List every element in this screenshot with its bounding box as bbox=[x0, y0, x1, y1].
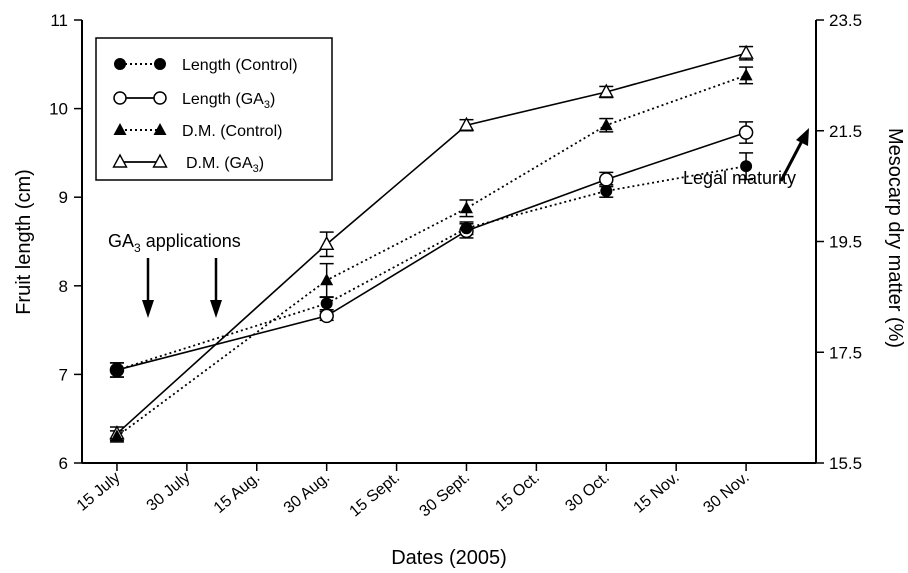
data-point-length-control bbox=[320, 297, 333, 310]
data-point-length-ga3 bbox=[319, 308, 334, 324]
legal-maturity-annotation: Legal maturity bbox=[683, 128, 809, 188]
data-point-d-m-control bbox=[320, 273, 334, 286]
left-y-tick-label: 6 bbox=[59, 454, 68, 473]
x-tick-label: 15 July bbox=[74, 469, 124, 515]
right-y-axis-title: Mesocarp dry matter (%) bbox=[884, 128, 906, 348]
x-tick-label: 15 Sept. bbox=[347, 469, 404, 520]
x-tick-label: 15 Aug. bbox=[211, 469, 264, 517]
x-tick-label: 15 Nov. bbox=[631, 469, 683, 517]
left-y-axis-title: Fruit length (cm) bbox=[13, 169, 35, 315]
legend-label-dm-ga3: D.M. (GA3) bbox=[186, 155, 264, 175]
x-tick-label: 30 Aug. bbox=[281, 469, 334, 517]
left-y-tick-label: 8 bbox=[59, 277, 68, 296]
x-tick-label: 30 Sept. bbox=[416, 469, 473, 520]
left-y-tick-label: 11 bbox=[50, 11, 68, 30]
x-tick-label: 15 Oct. bbox=[493, 469, 543, 515]
x-tick-label: 30 Nov. bbox=[700, 469, 752, 517]
series-layer bbox=[109, 44, 754, 443]
legend-entry-dm-ga3: D.M. (GA3) bbox=[112, 153, 264, 175]
ga3-applications-annotation: GA3 applications bbox=[108, 231, 241, 318]
data-point-d-m-ga3 bbox=[598, 83, 614, 98]
legend-entry-length-ga3: Length (GA3) bbox=[113, 91, 275, 111]
down-arrow-icon bbox=[142, 258, 154, 318]
right-y-tick-label: 15.5 bbox=[829, 454, 862, 473]
right-y-tick-label: 17.5 bbox=[829, 343, 862, 362]
data-point-d-m-control bbox=[739, 68, 753, 81]
right-y-tick-label: 19.5 bbox=[829, 233, 862, 252]
data-point-d-m-control bbox=[110, 429, 124, 442]
data-point-length-control bbox=[600, 184, 613, 197]
data-point-length-control bbox=[110, 363, 123, 376]
x-axis-title: Dates (2005) bbox=[391, 547, 507, 569]
data-point-length-ga3 bbox=[599, 172, 614, 187]
legend-entry-length-control: Length (Control) bbox=[114, 57, 298, 74]
down-arrow-icon bbox=[210, 258, 222, 318]
legend-label-length-ga3: Length (GA3) bbox=[182, 91, 275, 111]
ga3-applications-label: GA3 applications bbox=[108, 231, 241, 255]
legal-maturity-label: Legal maturity bbox=[683, 168, 796, 188]
left-y-tick-label: 9 bbox=[59, 188, 68, 207]
data-point-d-m-control bbox=[459, 201, 473, 214]
series-line-d-m-control bbox=[116, 74, 747, 438]
right-y-tick-label: 23.5 bbox=[829, 11, 862, 30]
legend: Length (Control) Length (GA3) D.M. (Cont… bbox=[95, 37, 333, 181]
data-point-d-m-ga3 bbox=[738, 44, 754, 59]
data-point-length-control bbox=[460, 222, 473, 235]
data-point-d-m-control bbox=[599, 118, 613, 131]
legend-marker-dm-control bbox=[113, 123, 127, 135]
legend-box bbox=[95, 37, 333, 181]
data-point-length-ga3 bbox=[738, 125, 754, 140]
legend-marker-dm-ga3 bbox=[112, 153, 128, 168]
data-point-d-m-ga3 bbox=[458, 116, 475, 131]
x-tick-label: 30 Oct. bbox=[562, 469, 612, 515]
left-y-tick-label: 7 bbox=[59, 365, 68, 384]
data-point-d-m-ga3 bbox=[318, 235, 335, 250]
data-point-length-control bbox=[740, 160, 753, 173]
legend-marker-length-control bbox=[114, 58, 126, 70]
right-y-tick-label: 21.5 bbox=[829, 122, 862, 141]
left-y-tick-label: 10 bbox=[49, 100, 68, 119]
up-right-arrow-icon bbox=[779, 128, 809, 182]
legend-label-dm-control: D.M. (Control) bbox=[182, 123, 282, 140]
x-tick-label: 30 July bbox=[144, 469, 194, 515]
legend-marker-length-ga3 bbox=[113, 91, 127, 105]
legend-label-length-control: Length (Control) bbox=[182, 57, 298, 74]
legend-entry-dm-control: D.M. (Control) bbox=[113, 123, 282, 140]
series-line-length-control bbox=[116, 165, 747, 371]
